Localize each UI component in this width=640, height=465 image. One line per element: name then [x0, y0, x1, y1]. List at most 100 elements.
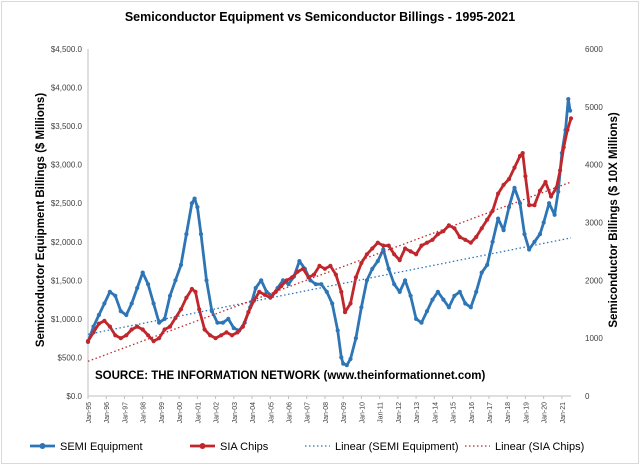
- sia-chips-point: [353, 275, 358, 280]
- semi-equipment-point: [430, 297, 435, 302]
- x-tick-label: Jan-16: [469, 402, 476, 424]
- sia-chips-point: [229, 333, 235, 338]
- sia-chips-point: [113, 333, 118, 338]
- semi-equipment-point: [541, 220, 546, 225]
- semi-equipment-point: [370, 266, 375, 271]
- sia-chips-point: [290, 275, 295, 280]
- sia-chips-point: [506, 177, 512, 182]
- semi-equipment-point: [192, 196, 197, 201]
- sia-chips-point: [246, 310, 251, 315]
- semi-equipment-point: [344, 363, 349, 368]
- sia-chips-point: [403, 246, 408, 251]
- sia-chips-point: [419, 243, 424, 248]
- y-left-tick-label: $500.0: [58, 353, 83, 362]
- semi-equipment-point: [375, 259, 380, 264]
- semi-equipment-point: [501, 228, 506, 233]
- sia-chips-point: [348, 301, 353, 306]
- semi-equipment-point: [566, 97, 571, 102]
- sia-chips-line: [86, 117, 573, 343]
- sia-chips-point: [474, 234, 479, 240]
- sia-chips-point: [135, 324, 140, 329]
- semi-equipment-point: [403, 278, 408, 283]
- y-right-tick-label: 1000: [585, 334, 603, 343]
- sia-chips-point: [193, 289, 198, 294]
- semi-equipment-point: [313, 282, 318, 287]
- sia-chips-point: [501, 182, 506, 187]
- semi-equipment-point: [297, 259, 302, 264]
- y-left-tick-label: $3,500.0: [51, 122, 83, 131]
- semi-equipment-point: [339, 355, 344, 360]
- source-note: SOURCE: THE INFORMATION NETWORK (www.the…: [95, 370, 486, 382]
- sia-chips-point: [189, 286, 194, 292]
- sia-chips-point: [184, 295, 189, 300]
- semi-equipment-point: [195, 205, 200, 210]
- semi-equipment-point: [419, 320, 424, 325]
- semi-equipment-point: [468, 305, 473, 310]
- semi-equipment-point: [397, 289, 402, 294]
- semi-equipment-point: [424, 309, 430, 314]
- semi-equipment-point: [162, 316, 167, 321]
- semi-equipment-point: [381, 247, 386, 252]
- semi-equipment-point: [220, 320, 225, 325]
- x-tick-label: Jan-04: [250, 402, 257, 424]
- x-tick-label: Jan-05: [268, 402, 275, 424]
- y-right-tick-label: 5000: [585, 103, 603, 112]
- y-left-tick-label: $1,500.0: [51, 276, 83, 285]
- y-left-tick-label: $4,000.0: [51, 84, 83, 93]
- sia-chips-point: [496, 191, 501, 196]
- sia-chips-point: [463, 237, 468, 242]
- semi-equipment-point: [91, 324, 96, 329]
- semi-equipment-point: [359, 305, 364, 310]
- sia-chips-point: [452, 226, 457, 231]
- semi-equipment-point: [457, 289, 462, 294]
- semi-equipment-point: [568, 108, 573, 113]
- sia-chips-point: [96, 321, 101, 326]
- x-tick-label: Jan-95: [86, 402, 93, 424]
- semi-equipment-point: [364, 278, 369, 283]
- x-tick-label: Jan-11: [378, 402, 385, 423]
- sia-chips-point: [430, 237, 435, 242]
- sia-chips-point: [408, 249, 413, 254]
- sia-chips-point: [446, 223, 451, 228]
- sia-chips-point: [558, 168, 563, 173]
- x-tick-label: Jan-97: [122, 402, 129, 424]
- legend-label-semi-equipment: SEMI Equipment: [60, 441, 143, 453]
- x-tick-label: Jan-10: [359, 402, 366, 424]
- x-tick-label: Jan-09: [341, 402, 348, 424]
- sia-chips-point: [457, 234, 462, 240]
- sia-chips-point: [386, 243, 391, 248]
- sia-chips-point: [548, 194, 554, 199]
- plot-area: $0.0 $500.0 $1,000.0 $1,500.0 $2,000.0 $2,500…: [51, 45, 603, 423]
- semi-equipment-point: [204, 278, 209, 283]
- sia-chips-point: [333, 272, 338, 277]
- semi-equipment-point: [348, 356, 353, 362]
- semi-equipment-point: [386, 266, 391, 271]
- sia-chips-point: [424, 240, 430, 245]
- legend-marker-sia-chips: [199, 443, 206, 449]
- semi-equipment-line: [86, 97, 572, 367]
- semi-equipment-point: [146, 282, 151, 287]
- y-left-tick-label: $2,500.0: [51, 199, 83, 208]
- semi-equipment-point: [441, 297, 446, 302]
- sia-chips-point: [157, 336, 162, 341]
- right-axis-label: Semiconductor Billings ($ 10X Millions): [608, 112, 620, 328]
- sia-chips-point: [479, 226, 484, 231]
- sia-chips-point: [202, 327, 207, 332]
- semi-equipment-point: [319, 282, 324, 287]
- semi-equipment-point: [118, 309, 123, 314]
- semi-equipment-point: [556, 189, 561, 194]
- semi-equipment-point: [324, 289, 329, 294]
- semi-equipment-point: [335, 328, 340, 333]
- semi-equipment-point: [532, 239, 537, 244]
- y-left-tick-label: $4,500.0: [51, 45, 83, 54]
- semi-equipment-point: [113, 293, 118, 298]
- sia-chips-point: [523, 174, 528, 179]
- sia-chips-point: [240, 324, 245, 329]
- x-tick-label: Jan-19: [523, 402, 530, 424]
- sia-chips-point: [295, 269, 300, 274]
- semi-equipment-point: [463, 301, 468, 306]
- sia-chips-point: [140, 327, 145, 332]
- semi-equipment-point: [189, 201, 194, 206]
- x-tick-label: Jan-96: [104, 402, 111, 424]
